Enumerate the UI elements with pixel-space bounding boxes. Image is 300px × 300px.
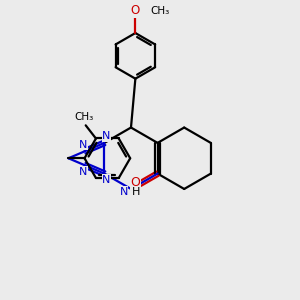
Text: H: H bbox=[132, 187, 140, 197]
Text: N: N bbox=[79, 167, 87, 177]
Text: N: N bbox=[119, 187, 128, 197]
Text: O: O bbox=[130, 176, 140, 189]
Text: N: N bbox=[102, 175, 111, 185]
Text: CH₃: CH₃ bbox=[75, 112, 94, 122]
Text: O: O bbox=[131, 4, 140, 17]
Text: N: N bbox=[79, 140, 87, 150]
Text: N: N bbox=[102, 131, 111, 142]
Text: CH₃: CH₃ bbox=[150, 5, 169, 16]
